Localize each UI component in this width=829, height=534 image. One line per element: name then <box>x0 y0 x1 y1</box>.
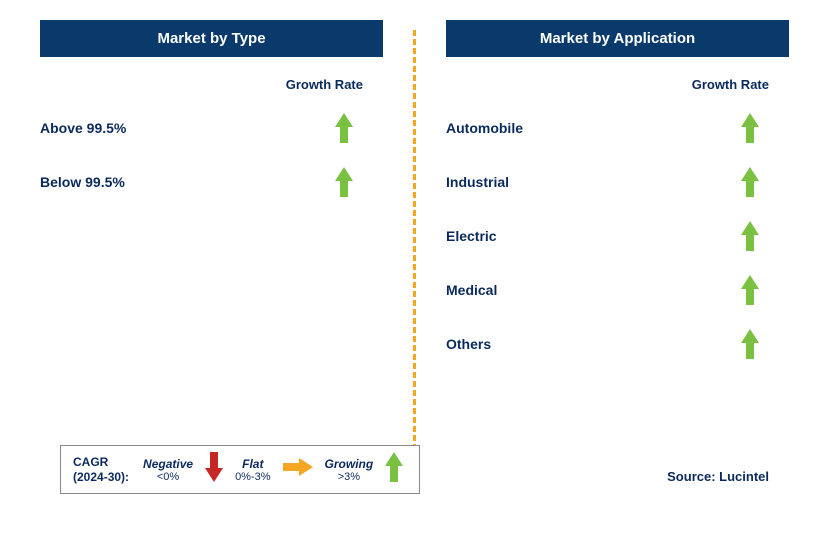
application-item-label: Industrial <box>446 174 509 190</box>
growth-arrow-icon <box>741 221 759 251</box>
legend-range: <0% <box>157 471 179 483</box>
type-item-label: Above 99.5% <box>40 120 126 136</box>
legend-arrow-icon <box>385 452 403 482</box>
growth-arrow-icon <box>335 167 353 197</box>
legend-range: >3% <box>338 471 360 483</box>
type-item-row: Above 99.5% <box>30 107 393 149</box>
source-attribution: Source: Lucintel <box>667 469 769 484</box>
application-item-row: Electric <box>436 215 799 257</box>
type-item-row: Below 99.5% <box>30 161 393 203</box>
legend-segment: Growing>3% <box>325 457 374 483</box>
right-panel: Market by Application Growth Rate Automo… <box>416 20 799 440</box>
application-item-row: Others <box>436 323 799 365</box>
legend-arrow-icon <box>205 452 223 482</box>
type-item-label: Below 99.5% <box>40 174 125 190</box>
left-panel-title: Market by Type <box>40 20 383 57</box>
right-items: Automobile Industrial Electric Medical Other… <box>436 107 799 365</box>
growth-arrow-icon <box>335 113 353 143</box>
growth-arrow-icon <box>741 329 759 359</box>
legend-range: 0%-3% <box>235 471 270 483</box>
application-item-row: Industrial <box>436 161 799 203</box>
legend-category: Growing <box>325 457 374 471</box>
panel-container: Market by Type Growth Rate Above 99.5% Be… <box>0 0 829 440</box>
application-item-label: Electric <box>446 228 497 244</box>
cagr-legend: CAGR(2024-30): Negative<0% Flat0%-3% Growin… <box>60 445 420 494</box>
left-panel: Market by Type Growth Rate Above 99.5% Be… <box>30 20 413 440</box>
right-panel-title: Market by Application <box>446 20 789 57</box>
legend-arrow-icon <box>283 458 313 476</box>
legend-category: Flat <box>242 457 263 471</box>
legend-segment: Negative<0% <box>143 457 193 483</box>
legend-arrow-wrap <box>205 452 223 487</box>
legend-segment: Flat0%-3% <box>235 457 270 483</box>
growth-arrow-icon <box>741 113 759 143</box>
right-growth-rate-label: Growth Rate <box>436 77 799 92</box>
left-growth-rate-label: Growth Rate <box>30 77 393 92</box>
application-item-label: Automobile <box>446 120 523 136</box>
legend-arrow-wrap <box>283 458 313 481</box>
growth-arrow-icon <box>741 167 759 197</box>
left-items: Above 99.5% Below 99.5% <box>30 107 393 203</box>
legend-title: CAGR(2024-30): <box>73 455 129 484</box>
application-item-row: Automobile <box>436 107 799 149</box>
legend-category: Negative <box>143 457 193 471</box>
legend-arrow-wrap <box>385 452 403 487</box>
growth-arrow-icon <box>741 275 759 305</box>
application-item-label: Medical <box>446 282 497 298</box>
application-item-row: Medical <box>436 269 799 311</box>
application-item-label: Others <box>446 336 491 352</box>
